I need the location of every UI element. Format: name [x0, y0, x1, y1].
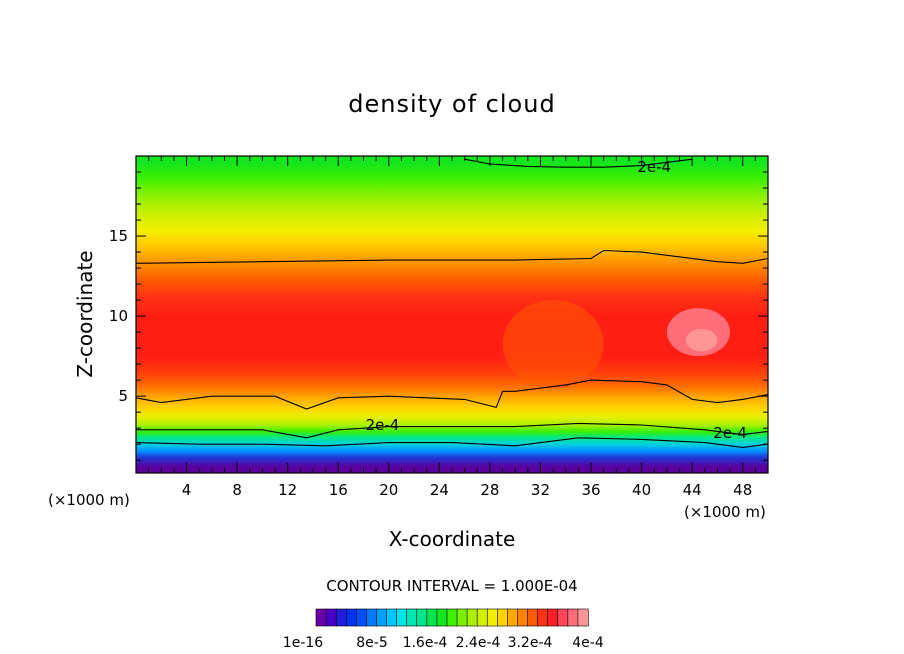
contour-line-z3 [136, 422, 768, 439]
x-tick-label: 28 [480, 481, 499, 499]
contour-line-z5 [136, 379, 768, 410]
colorbar-tick-label: 1e-16 [283, 635, 323, 651]
colorbar-swatch [527, 608, 539, 627]
colorbar-swatch [567, 608, 579, 627]
contour-line-z13 [136, 249, 768, 264]
colorbar-swatch [396, 608, 408, 627]
contour-interval-text: CONTOUR INTERVAL = 1.000E-04 [326, 577, 577, 595]
colorbar-swatch [386, 608, 398, 627]
y-tick-label: 10 [109, 307, 128, 325]
colorbar-swatch [466, 608, 478, 627]
colorbar-swatch [547, 608, 559, 627]
colorbar-swatch [476, 608, 488, 627]
colorbar-swatch [497, 608, 509, 627]
high-value-patch [685, 328, 718, 352]
x-axis-label: X-coordinate [389, 527, 516, 551]
colorbar-swatch [507, 608, 519, 627]
x-tick-label: 36 [581, 481, 600, 499]
colorbar [315, 608, 589, 627]
contour-label: 2e-4 [637, 158, 671, 176]
contour-lines [136, 158, 768, 448]
colorbar-swatch [325, 608, 337, 627]
y-tick-label: 15 [109, 227, 128, 245]
colorbar-swatch [577, 608, 589, 627]
colorbar-swatch [366, 608, 378, 627]
y-tick-label: 5 [118, 387, 128, 405]
colorbar-swatch [406, 608, 418, 627]
x-tick-label: 32 [531, 481, 550, 499]
x-tick-label: 44 [683, 481, 702, 499]
colorbar-tick-label: 3.2e-4 [508, 635, 553, 651]
colorbar-swatch [416, 608, 428, 627]
contour-line-z2 [136, 437, 768, 448]
x-unit-left: (×1000 m) [48, 491, 130, 509]
colorbar-swatch [486, 608, 498, 627]
high-value-patches [502, 300, 731, 389]
y-axis-ticks: 5 10 15 [109, 171, 768, 461]
colorbar-swatch [426, 608, 438, 627]
x-tick-label: 16 [329, 481, 348, 499]
contour-line-upper-cap [464, 158, 693, 168]
x-tick-label: 12 [278, 481, 297, 499]
x-unit-right: (×1000 m) [684, 503, 766, 521]
high-value-patch [502, 300, 604, 389]
density-field [136, 156, 768, 473]
colorbar-tick-label: 4e-4 [572, 635, 604, 651]
x-tick-label: 24 [430, 481, 449, 499]
colorbar-swatch [315, 608, 327, 627]
plot-area [136, 156, 768, 473]
x-axis-ticks: 4 8 12 16 20 24 28 32 36 40 44 48 [148, 156, 756, 499]
contour-label: 2e-4 [713, 424, 747, 442]
colorbar-tick-label: 8e-5 [356, 635, 387, 651]
colorbar-swatch [446, 608, 458, 627]
contour-labels: 2e-4 2e-4 2e-4 [366, 158, 747, 442]
colorbar-swatch [537, 608, 549, 627]
colorbar-swatch [376, 608, 388, 627]
chart-title: density of cloud [348, 90, 555, 118]
colorbar-swatch [557, 608, 569, 627]
colorbar-labels: 1e-16 8e-5 1.6e-4 2.4e-4 3.2e-4 4e-4 [283, 635, 604, 651]
x-tick-label: 40 [632, 481, 651, 499]
x-tick-label: 8 [232, 481, 242, 499]
colorbar-swatch [517, 608, 529, 627]
colorbar-swatch [436, 608, 448, 627]
x-tick-label: 4 [182, 481, 192, 499]
y-axis-label: Z-coordinate [73, 250, 97, 377]
colorbar-swatch [345, 608, 357, 627]
colorbar-swatch [456, 608, 468, 627]
colorbar-tick-label: 1.6e-4 [403, 635, 448, 651]
x-tick-label: 48 [733, 481, 752, 499]
colorbar-tick-label: 2.4e-4 [456, 635, 501, 651]
contour-label: 2e-4 [366, 416, 400, 434]
colorbar-swatch [335, 608, 347, 627]
colorbar-swatch [355, 608, 367, 627]
x-tick-label: 20 [379, 481, 398, 499]
